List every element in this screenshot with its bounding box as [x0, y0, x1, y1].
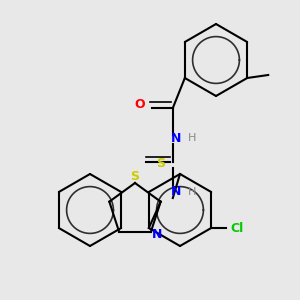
Text: H: H: [188, 133, 196, 143]
Text: N: N: [171, 185, 181, 199]
Text: N: N: [152, 228, 162, 241]
Text: N: N: [171, 131, 181, 145]
Text: S: S: [156, 157, 165, 170]
Text: O: O: [134, 98, 145, 112]
Text: S: S: [130, 170, 140, 184]
Text: Cl: Cl: [230, 221, 243, 235]
Text: H: H: [188, 187, 196, 197]
